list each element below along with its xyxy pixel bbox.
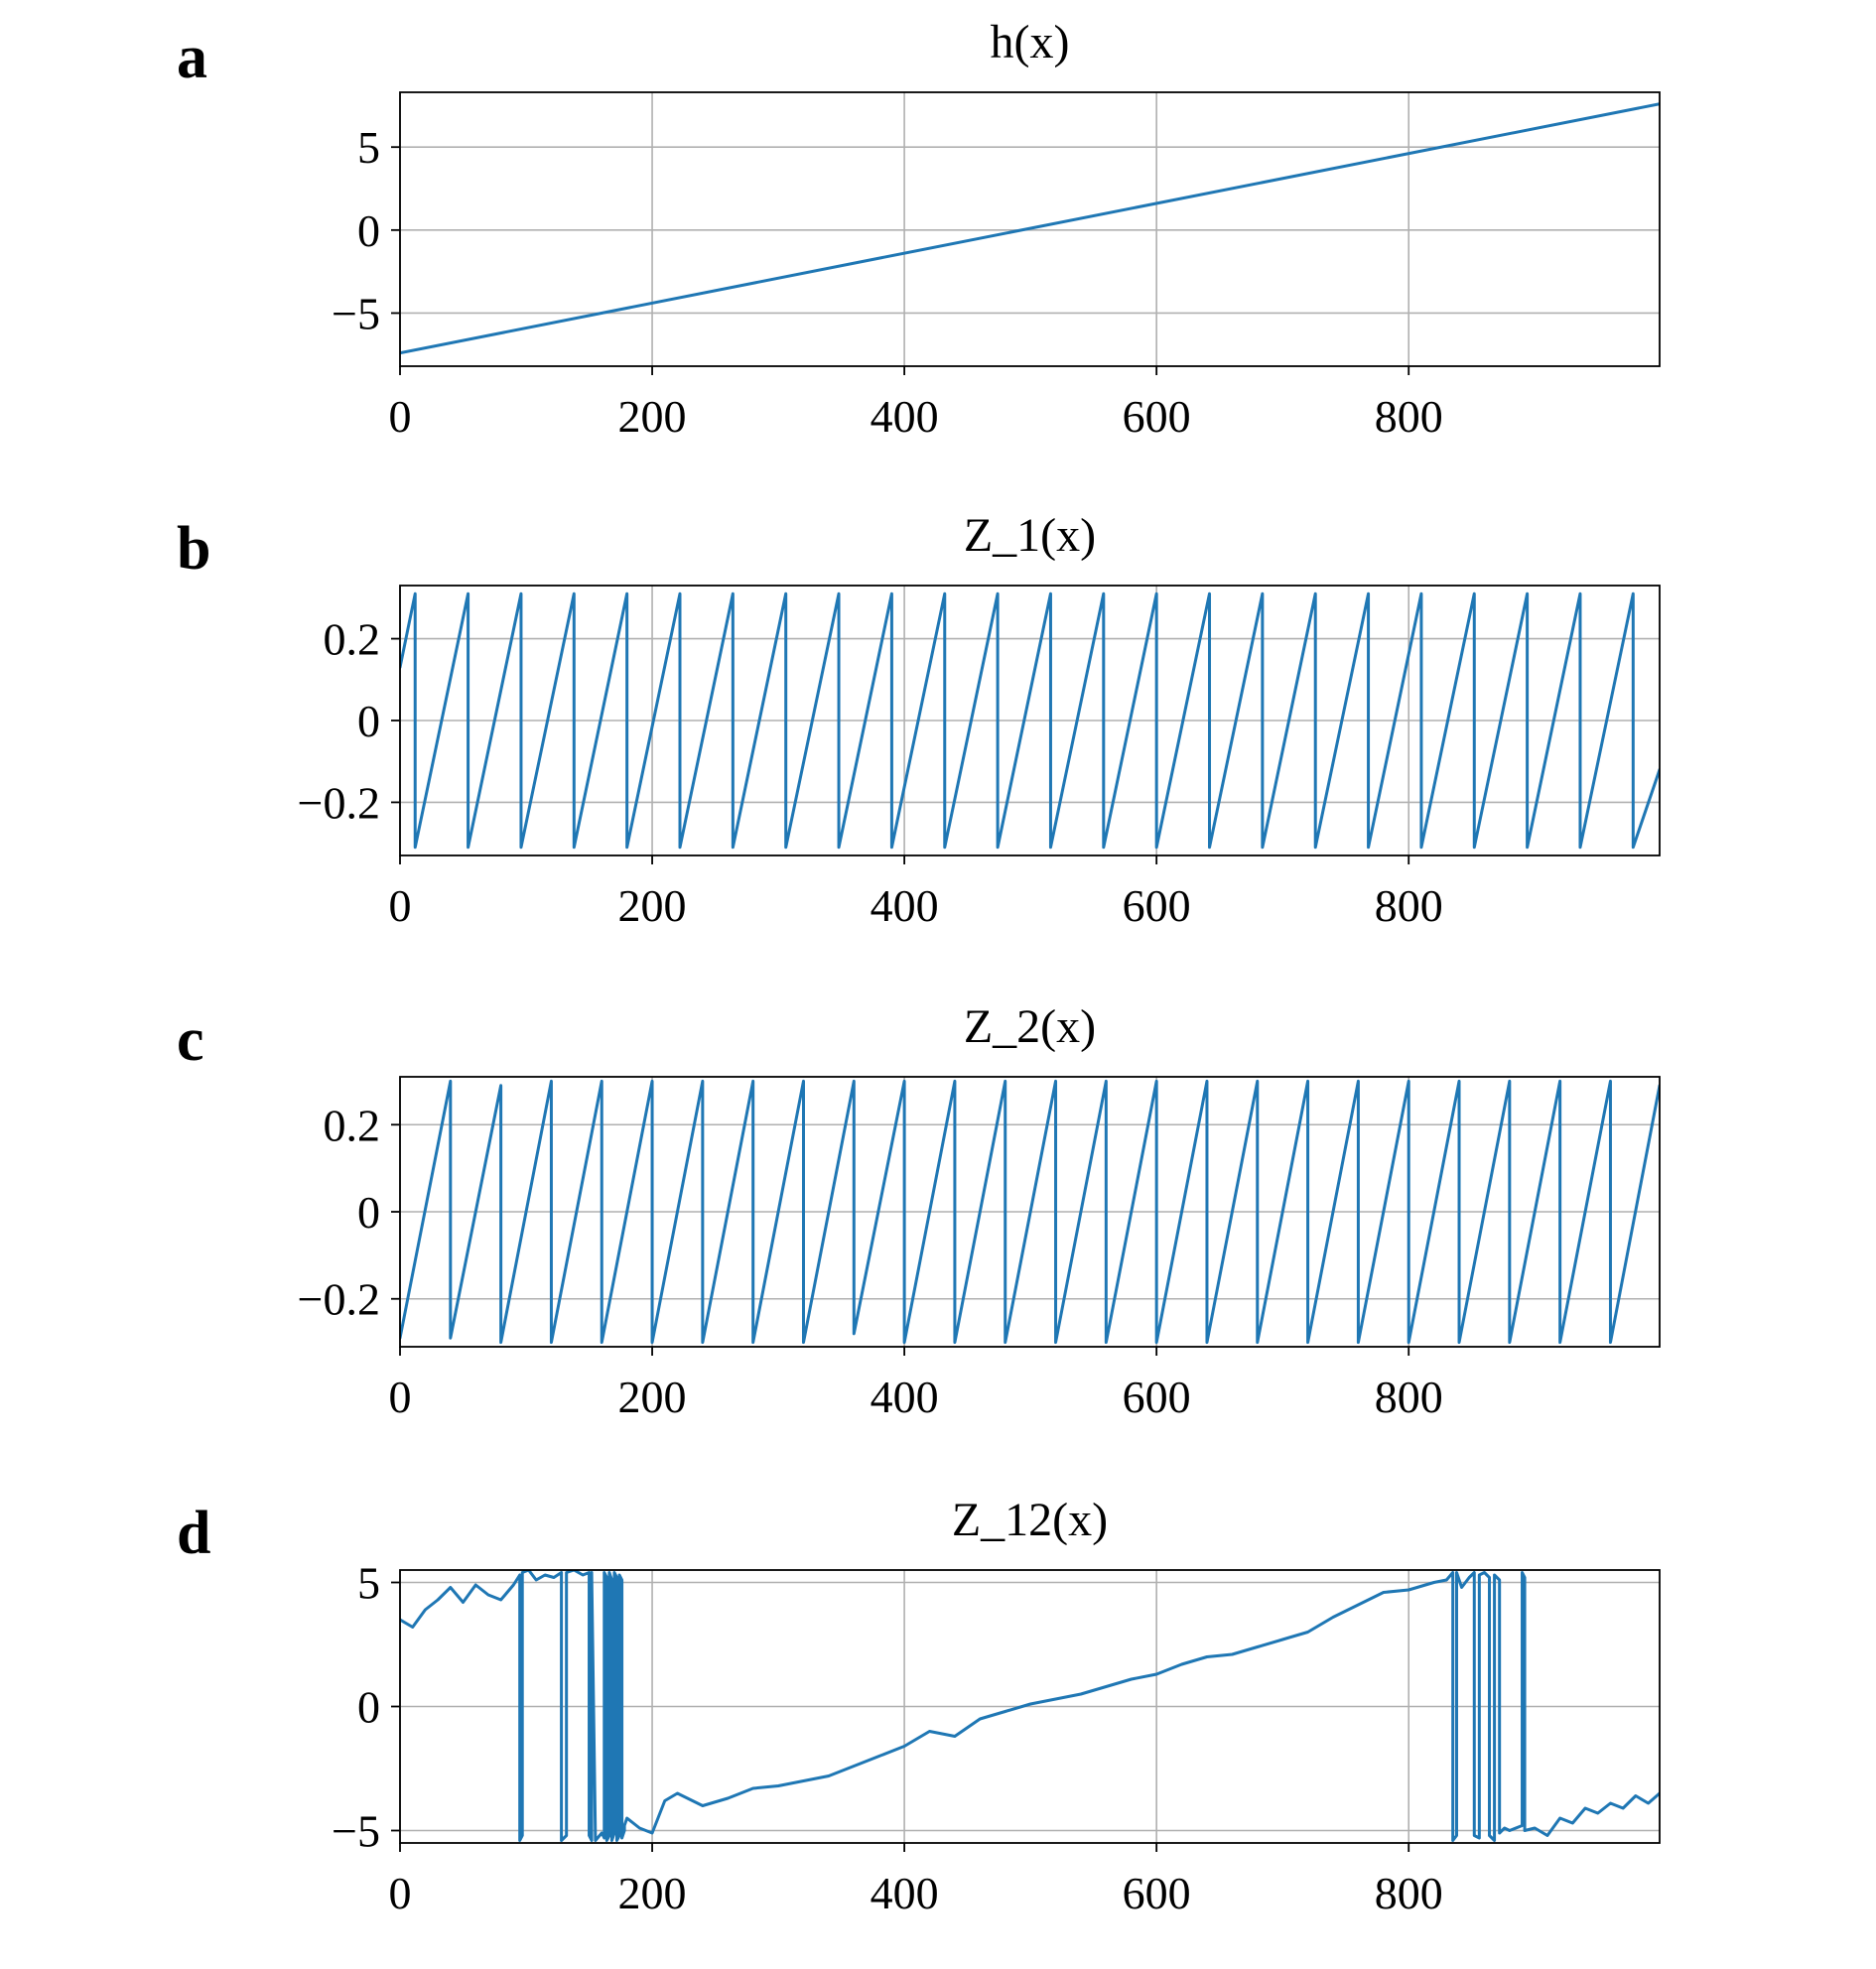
y-tick-label: 0 [357, 1187, 380, 1238]
x-tick-label: 400 [871, 880, 939, 931]
series-line [400, 102, 1660, 355]
x-tick-label: 200 [618, 391, 687, 442]
chart-panel-a: a h(x) 0 200 400 600 800 −5 0 5 [177, 16, 1661, 442]
series-line [400, 1079, 1660, 1345]
panel-letter: d [177, 1500, 210, 1567]
panel-letter: a [177, 24, 207, 91]
x-tick-label: 600 [1123, 1372, 1191, 1422]
series-line [400, 591, 1660, 850]
chart-title: Z_1(x) [964, 509, 1096, 562]
y-tick-label: 0 [357, 696, 380, 746]
panel-letter: c [177, 1006, 204, 1074]
y-tick-label: 0 [357, 1682, 380, 1733]
x-tick-label: 0 [389, 391, 412, 442]
x-tick-label: 0 [389, 1868, 412, 1918]
chart-title: Z_2(x) [964, 1000, 1096, 1053]
y-tick-label: −0.2 [298, 1274, 380, 1325]
x-tick-label: 400 [871, 1868, 939, 1918]
y-tick-label: −0.2 [298, 777, 380, 828]
x-tick-label: 800 [1375, 1372, 1443, 1422]
series-line [400, 1570, 1660, 1842]
y-tick-label: −5 [332, 1806, 380, 1857]
x-tick-label: 800 [1375, 391, 1443, 442]
x-tick-label: 600 [1123, 391, 1191, 442]
x-tick-label: 400 [871, 391, 939, 442]
chart-panel-b: b Z_1(x) 0 200 400 600 800 −0.2 0 0.2 [177, 509, 1661, 931]
chart-title: h(x) [991, 16, 1070, 68]
x-tick-label: 800 [1375, 1868, 1443, 1918]
chart-panel-d: d Z_12(x)0 200 400 600 800−505 [177, 1494, 1661, 1918]
x-tick-label: 800 [1375, 880, 1443, 931]
x-tick-label: 200 [618, 880, 687, 931]
x-tick-label: 0 [389, 1372, 412, 1422]
y-tick-label: 5 [357, 122, 380, 173]
y-tick-label: −5 [332, 288, 380, 338]
x-tick-label: 400 [871, 1372, 939, 1422]
panel-letter: b [177, 515, 210, 583]
x-tick-label: 600 [1123, 1868, 1191, 1918]
x-tick-label: 200 [618, 1868, 687, 1918]
x-tick-label: 600 [1123, 880, 1191, 931]
y-tick-label: 0.2 [324, 1100, 381, 1150]
y-tick-label: 0.2 [324, 614, 381, 665]
y-tick-label: 5 [357, 1558, 380, 1609]
x-tick-label: 0 [389, 880, 412, 931]
chart-title: Z_12(x) [952, 1494, 1108, 1546]
y-tick-label: 0 [357, 205, 380, 256]
x-tick-label: 200 [618, 1372, 687, 1422]
chart-panel-c: c Z_2(x)0 200 400 600 800−0.200.2 [177, 1000, 1661, 1422]
